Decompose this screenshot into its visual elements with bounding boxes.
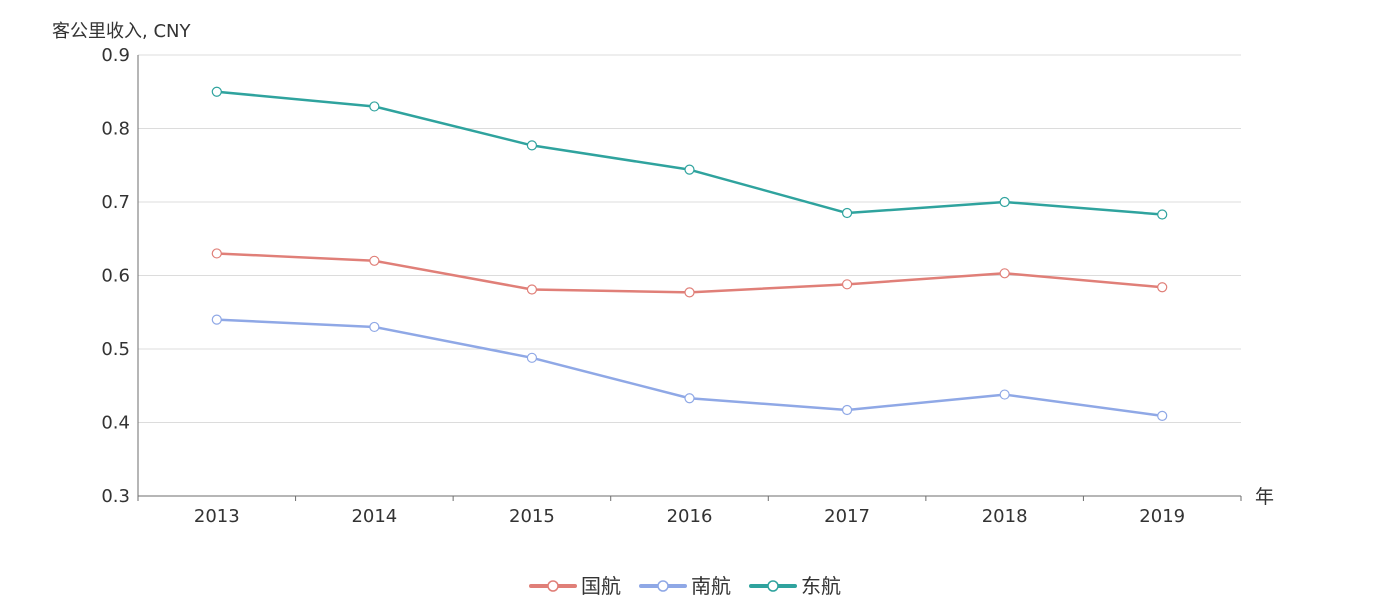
legend-swatch-marker: [767, 580, 779, 592]
x-tick-label: 2013: [194, 506, 240, 527]
y-tick-label: 0.5: [101, 339, 130, 360]
legend-swatch-marker: [657, 580, 669, 592]
data-point[interactable]: [841, 404, 853, 416]
y-axis-label: 客公里收入, CNY: [52, 21, 191, 42]
legend-item[interactable]: 国航: [529, 574, 621, 598]
legend-label: 东航: [801, 574, 841, 598]
legend-label: 国航: [581, 574, 621, 598]
data-point[interactable]: [999, 268, 1010, 279]
data-point[interactable]: [369, 101, 380, 112]
data-point[interactable]: [526, 140, 538, 151]
x-tick-label: 2014: [351, 506, 397, 527]
data-point[interactable]: [369, 321, 380, 333]
y-tick-label: 0.3: [101, 486, 130, 507]
data-point[interactable]: [999, 196, 1010, 208]
grid-layer: [138, 54, 1241, 423]
x-tick-label: 2019: [1139, 506, 1185, 527]
axis-layer: 客公里收入, CNY 年 0.3 0.4 0.5 0.6 0.7 0.8 0.9 2013 20…: [52, 21, 1274, 527]
data-point[interactable]: [684, 287, 695, 298]
data-point[interactable]: [841, 207, 853, 219]
y-tick-label: 0.6: [101, 266, 130, 287]
legend: 国航 南航 东航: [529, 574, 841, 598]
data-point[interactable]: [526, 284, 538, 295]
data-point[interactable]: [999, 389, 1010, 400]
series-line: [216, 90, 1163, 216]
data-point[interactable]: [1157, 209, 1168, 220]
data-point[interactable]: [369, 255, 380, 266]
series-layer: [211, 86, 1168, 421]
series-line: [216, 252, 1163, 294]
data-point[interactable]: [211, 248, 222, 259]
legend-item[interactable]: 南航: [639, 574, 731, 598]
y-tick-label: 0.9: [101, 45, 130, 66]
data-point[interactable]: [684, 393, 695, 404]
data-point[interactable]: [211, 314, 222, 325]
legend-swatch-marker: [547, 580, 559, 592]
data-point[interactable]: [211, 86, 222, 97]
x-tick-label: 2017: [824, 506, 870, 527]
legend-label: 南航: [691, 574, 731, 598]
data-point[interactable]: [1157, 282, 1168, 293]
y-tick-label: 0.4: [101, 413, 130, 434]
series-0: [211, 248, 1168, 298]
y-tick-label: 0.8: [101, 119, 130, 140]
y-tick-label: 0.7: [101, 192, 130, 213]
data-point[interactable]: [1157, 410, 1168, 421]
data-point[interactable]: [684, 164, 695, 175]
series-1: [211, 314, 1168, 421]
data-point[interactable]: [841, 279, 853, 290]
x-axis-label: 年: [1255, 486, 1274, 508]
legend-item[interactable]: 东航: [749, 574, 841, 598]
data-point[interactable]: [526, 352, 538, 363]
x-tick-label: 2015: [509, 506, 555, 527]
x-tick-label: 2016: [667, 506, 713, 527]
series-2: [211, 86, 1168, 220]
x-tick-label: 2018: [982, 506, 1028, 527]
